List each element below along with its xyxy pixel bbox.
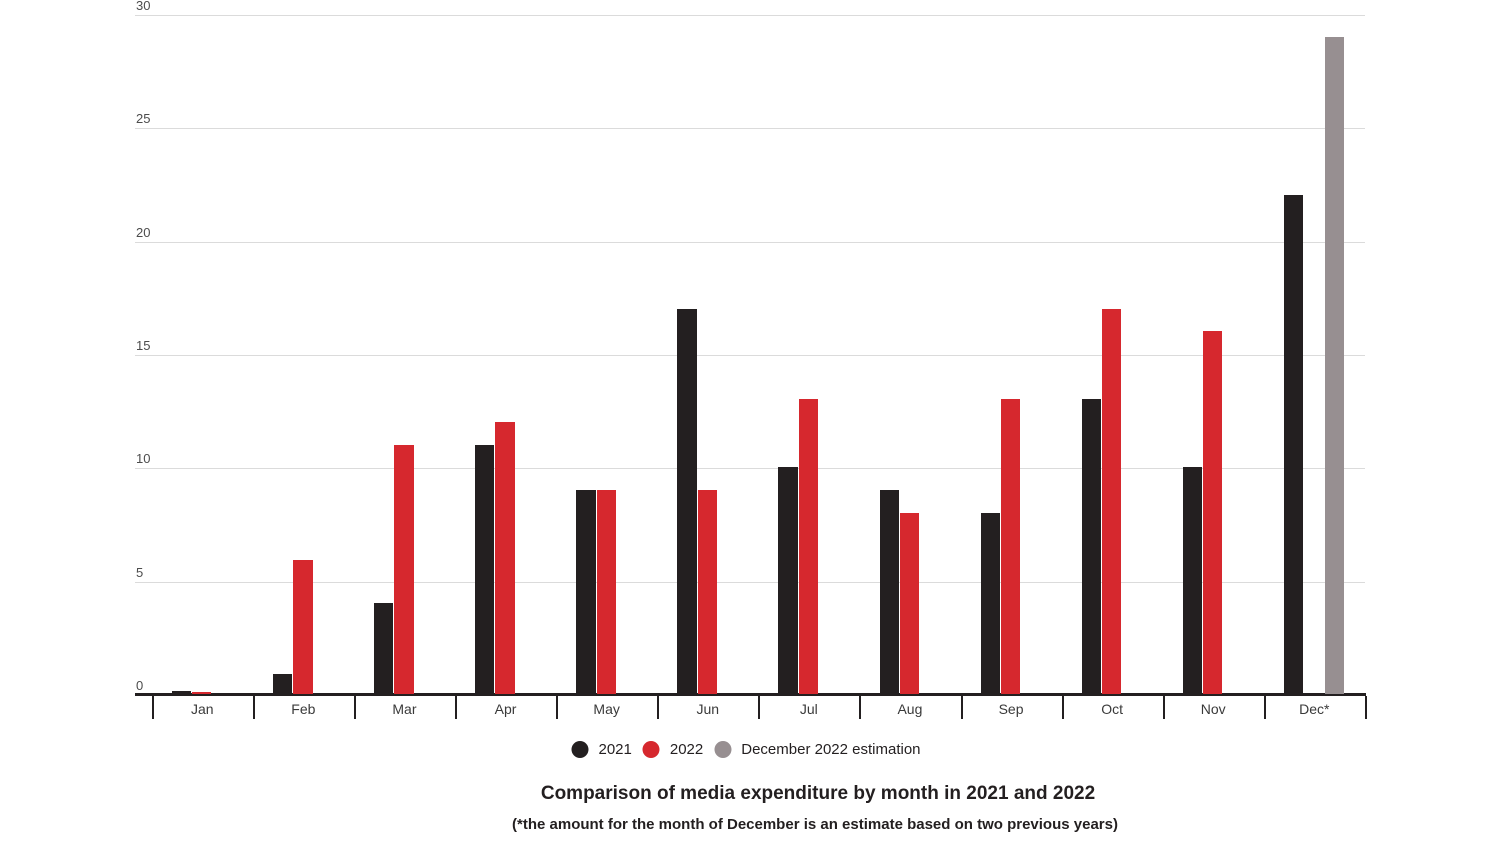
x-axis-tick: [657, 696, 660, 719]
bar-2021-oct: [1081, 399, 1102, 694]
month-label-aug: Aug: [897, 701, 923, 717]
bar-2021-jun: [677, 308, 697, 694]
bar-2022-jan: [192, 691, 212, 694]
bar-2021-aug: [879, 490, 899, 694]
month-label-jun: Jun: [696, 701, 720, 717]
bar-2022-may: [596, 490, 616, 694]
bar-december-2022-estimation-dec: [1324, 36, 1344, 694]
x-axis-tick: [1263, 696, 1266, 719]
gridline-30: [135, 15, 1365, 16]
month-label-oct: Oct: [1101, 701, 1124, 717]
legend-dot-icon: [571, 741, 589, 758]
bar-2021-jul: [778, 467, 798, 694]
month-label-sep: Sep: [998, 701, 1024, 717]
gridline-20: [135, 241, 1365, 243]
y-axis-tick-label: 20: [136, 224, 151, 240]
y-axis-tick-label: 15: [136, 338, 151, 353]
legend-item-2021: 2021: [571, 741, 632, 758]
bar-2022-oct: [1102, 308, 1122, 694]
gridline-10: [135, 468, 1365, 470]
y-axis-tick-label: 5: [136, 564, 144, 580]
gridline-15: [135, 355, 1365, 356]
y-axis-tick-label: 30: [136, 0, 151, 13]
bar-2022-sep: [1000, 399, 1021, 694]
legend-item-2022: 2022: [642, 741, 704, 758]
y-axis-tick-label: 10: [136, 451, 151, 467]
legend-dot-icon: [714, 741, 732, 758]
y-axis-tick-label: 0: [136, 678, 144, 693]
x-axis-tick: [455, 696, 457, 719]
bar-2022-jun: [697, 490, 717, 694]
bar-2021-jan: [171, 690, 192, 694]
bar-2021-dec: [1283, 195, 1304, 694]
x-axis-tick: [758, 696, 761, 719]
month-label-jan: Jan: [190, 701, 214, 717]
month-label-apr: Apr: [494, 701, 517, 717]
bar-2022-apr: [495, 422, 515, 694]
legend-label: 2022: [669, 741, 704, 758]
bar-2022-nov: [1203, 331, 1223, 694]
chart-title: Comparison of media expenditure by month…: [540, 783, 1096, 804]
bar-2021-may: [576, 490, 596, 694]
bar-2021-sep: [980, 512, 1000, 694]
bar-2022-aug: [899, 512, 920, 694]
bar-2021-mar: [374, 603, 394, 694]
y-axis-tick-label: 25: [136, 111, 151, 127]
x-axis-tick: [859, 696, 862, 719]
legend-label: 2021: [598, 741, 632, 758]
x-axis-tick: [353, 696, 356, 719]
month-label-dec: Dec*: [1299, 701, 1330, 717]
x-axis-tick: [1364, 696, 1367, 719]
month-label-may: May: [593, 701, 620, 717]
legend-label: December 2022 estimation: [741, 741, 921, 758]
bar-2021-feb: [272, 673, 293, 694]
month-label-mar: Mar: [392, 701, 417, 717]
gridline-5: [135, 581, 1365, 583]
x-axis-tick: [1061, 696, 1064, 719]
x-axis-tick: [1162, 696, 1165, 719]
x-axis-tick: [960, 696, 963, 719]
bar-2022-mar: [394, 444, 414, 694]
x-axis-tick: [151, 696, 154, 719]
x-axis-line: [135, 693, 1366, 696]
bar-2021-nov: [1182, 467, 1203, 694]
legend-item-december-2022-estimation: December 2022 estimation: [714, 741, 921, 758]
chart-subtitle: (*the amount for the month of December i…: [512, 816, 1118, 833]
bar-2021-apr: [475, 444, 495, 694]
legend-dot-icon: [642, 741, 660, 758]
gridline-25: [135, 128, 1365, 130]
legend: 2021 2022 December 2022 estimation: [571, 741, 921, 758]
x-axis-tick: [556, 696, 559, 719]
month-label-nov: Nov: [1200, 701, 1226, 717]
bar-2022-feb: [293, 560, 313, 694]
month-label-jul: Jul: [799, 701, 818, 717]
month-label-feb: Feb: [291, 701, 316, 717]
bar-2022-jul: [798, 399, 819, 694]
x-axis-tick: [252, 696, 255, 719]
